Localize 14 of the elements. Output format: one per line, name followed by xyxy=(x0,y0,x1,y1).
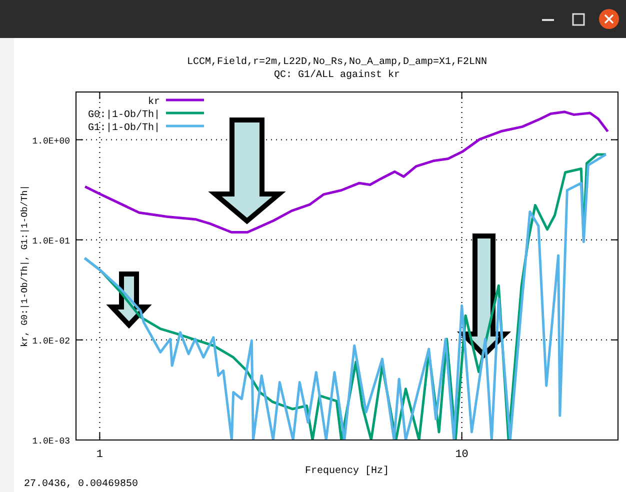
x-axis-title: Frequency [Hz] xyxy=(304,465,390,477)
y-tick-label: 1.0E-01 xyxy=(32,236,70,246)
chart-title: LCCM,Field,r=2m,L22D,No_Rs,No_A_amp,D_amp=X1,F2LNN xyxy=(186,56,488,68)
y-tick-label: 1.0E-02 xyxy=(32,336,70,346)
x-tick-label: 1 xyxy=(96,449,104,461)
legend-label: G0:|1-Ob/Th| xyxy=(88,109,160,121)
legend-label: kr xyxy=(148,96,160,108)
text: 27.0436, 0.00469850 xyxy=(24,479,138,490)
x-tick-label: 10 xyxy=(455,449,468,461)
legend-label: G1:|1-Ob/Th| xyxy=(88,122,160,134)
y-tick-label: 1.0E-03 xyxy=(32,436,70,446)
y-axis-title: kr, G0:|1-Ob/Th|, G1:|1-Ob/Th| xyxy=(20,184,30,348)
chart-subtitle: QC: G1/ALL against kr xyxy=(274,69,400,81)
y-tick-label: 1.0E+00 xyxy=(32,136,70,146)
